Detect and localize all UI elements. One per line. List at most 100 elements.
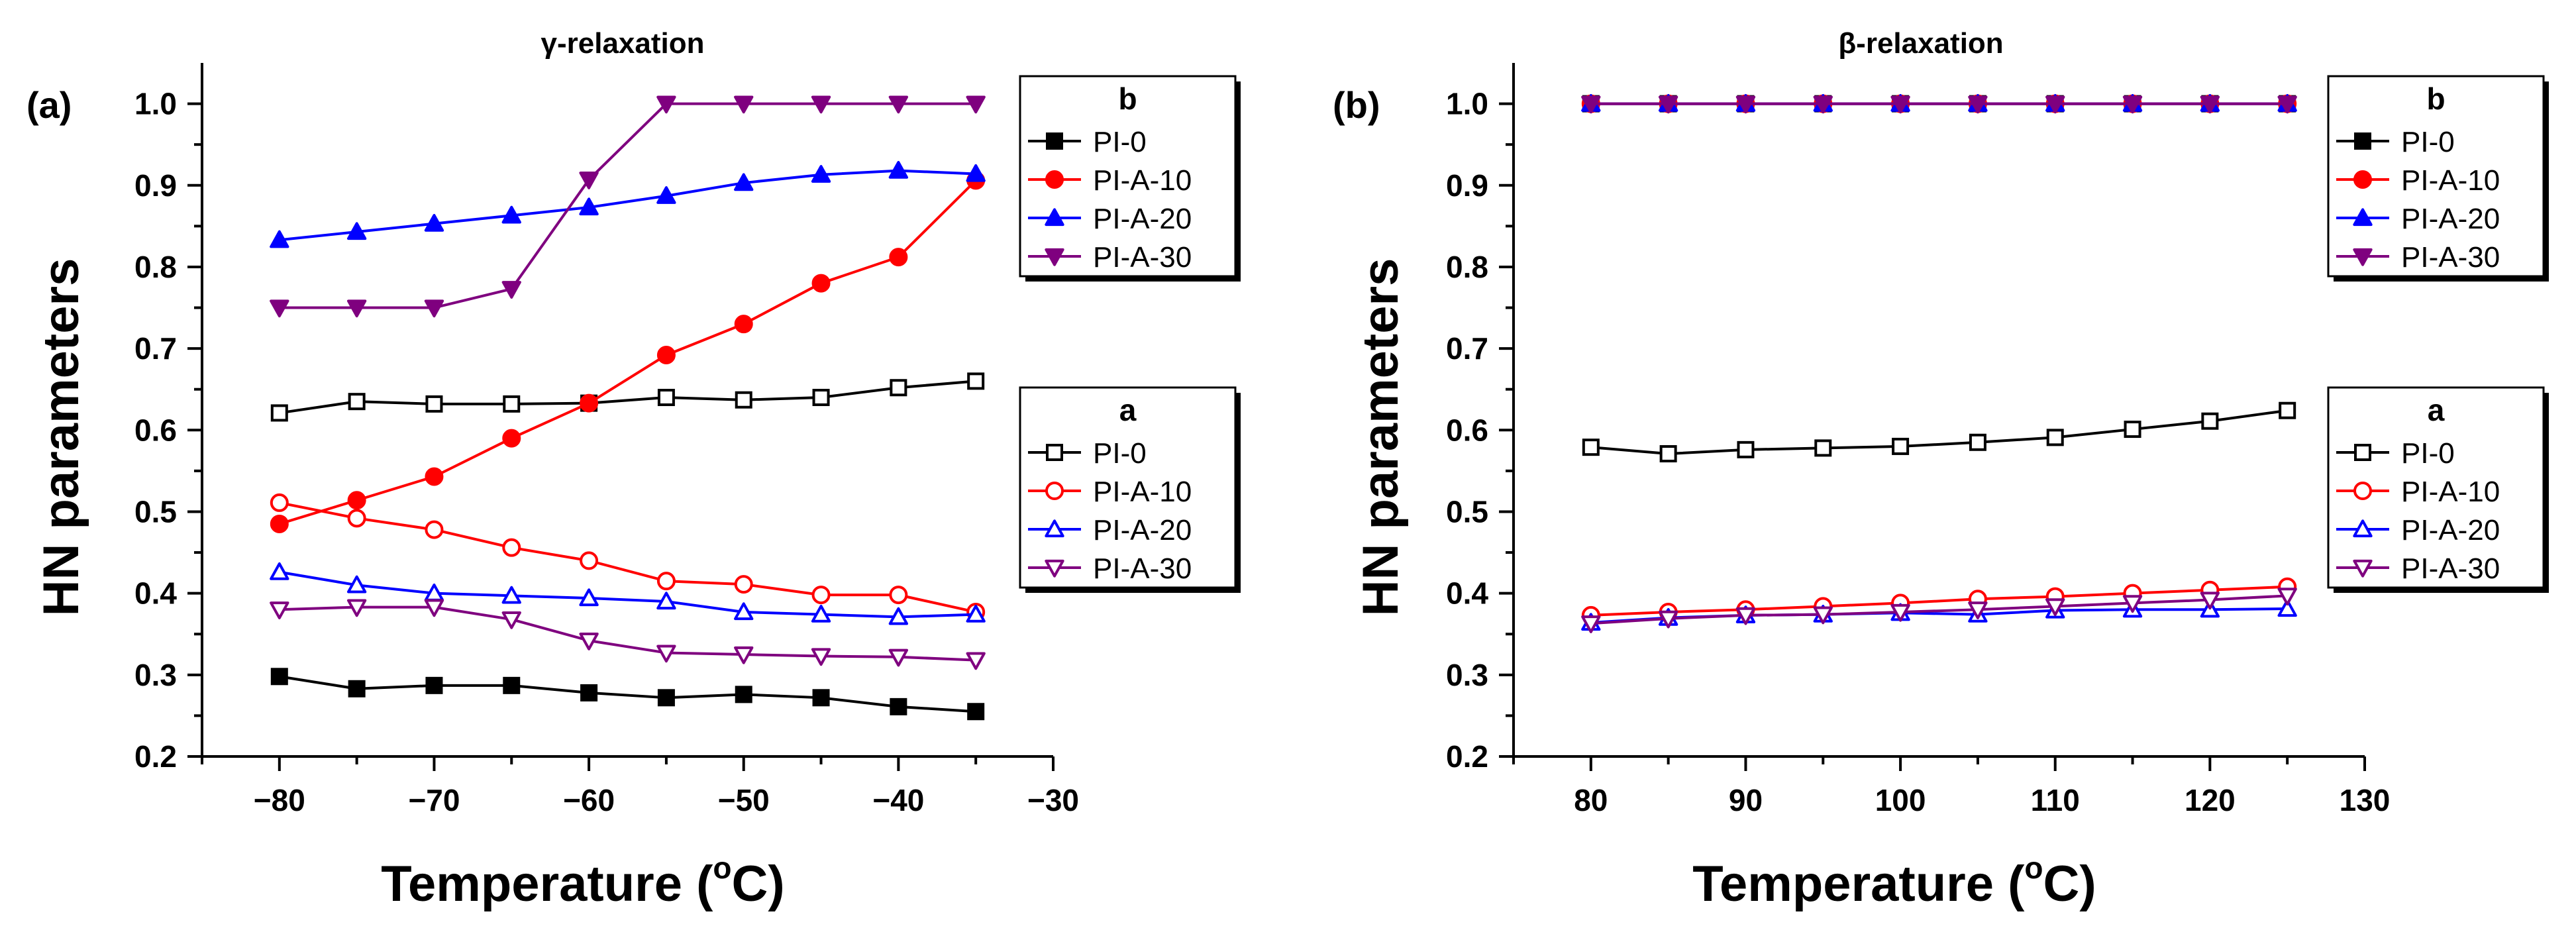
data-point	[424, 599, 444, 617]
x-tick-label: 100	[1875, 783, 1926, 817]
legend-swatch-marker	[2353, 519, 2373, 538]
data-point	[2277, 599, 2297, 617]
legend-entry: PI-A-30	[1093, 552, 1192, 585]
data-point	[425, 676, 443, 694]
legend-entry: PI-A-10	[1093, 164, 1192, 197]
x-axis-label: Temperature (oC)	[1692, 851, 2096, 912]
data-point	[890, 379, 907, 397]
data-point	[888, 607, 909, 625]
chart-title: γ-relaxation	[541, 27, 705, 60]
series-line	[1590, 594, 2288, 625]
legend-swatch-marker	[2353, 208, 2373, 227]
legend-swatch-marker	[1045, 208, 1064, 227]
series-b-pi-a-10	[270, 171, 986, 533]
data-point	[502, 429, 521, 448]
data-point	[502, 538, 521, 557]
legend-entry: PI-A-20	[2401, 514, 2500, 546]
y-tick-label: 0.6	[1446, 413, 1488, 447]
plot-area: −80 −70 −60 −50 −40 −30 0.2 0.3 0.4 0.5 0.6 0.7 0.8 0…	[134, 63, 1241, 817]
data-point	[811, 605, 831, 623]
y-tick-label: 0.2	[1446, 739, 1488, 774]
data-point	[1735, 607, 1756, 625]
data-point	[656, 186, 676, 204]
panel-b: (b) β-relaxation HN parameters Temperatu…	[1333, 27, 2549, 912]
x-tick-label: −40	[872, 783, 924, 817]
data-point	[580, 551, 599, 570]
series-a-pi-0	[1582, 401, 2296, 463]
x-tick-label: −60	[563, 783, 615, 817]
data-point	[2122, 95, 2143, 114]
data-point	[270, 514, 289, 533]
panel-a: (a) γ-relaxation HN parameters Temperatu…	[26, 27, 1241, 912]
series-a-pi-a-30	[270, 599, 986, 670]
data-point	[967, 703, 985, 721]
data-point	[1658, 610, 1678, 629]
legend-entry: PI-0	[1093, 126, 1147, 158]
y-tick-label: 0.8	[1446, 250, 1488, 284]
data-point	[2277, 95, 2297, 114]
legend-entry: PI-A-20	[1093, 514, 1192, 546]
data-point	[270, 230, 289, 248]
legend-title: a	[1119, 393, 1137, 427]
legend-swatch-marker	[1045, 248, 1064, 266]
data-point	[2122, 595, 2143, 613]
series-line	[279, 380, 976, 415]
data-point	[270, 404, 288, 422]
series-line	[279, 501, 976, 613]
data-point	[889, 248, 908, 267]
legend-swatch-marker	[2354, 444, 2371, 461]
data-point	[424, 299, 444, 318]
y-tick-label: 0.9	[1446, 168, 1488, 203]
y-tick-label: 0.7	[134, 331, 177, 366]
series-a-pi-a-20	[270, 562, 986, 625]
legend-swatch-marker	[2353, 170, 2372, 189]
data-point	[2124, 421, 2141, 439]
x-tick-label: −70	[408, 783, 460, 817]
data-point	[657, 689, 675, 707]
legend-swatch-marker	[2353, 482, 2372, 500]
data-point	[270, 601, 289, 619]
data-point	[811, 95, 831, 114]
data-point	[346, 599, 367, 617]
x-axis-label-degree: o	[713, 851, 731, 885]
data-point	[501, 281, 521, 299]
data-point	[656, 592, 676, 610]
panel-label: (b)	[1333, 84, 1380, 126]
legend-entry: PI-A-20	[2401, 203, 2500, 235]
data-point	[889, 586, 908, 605]
y-tick-label: 0.4	[134, 576, 177, 611]
legend-b: b PI-0 PI-A-10 PI-A-20 PI-A-30	[1019, 75, 1241, 282]
data-point	[656, 345, 676, 364]
data-point	[580, 393, 599, 413]
series-a-pi-0	[270, 372, 985, 422]
data-point	[1735, 95, 1756, 114]
data-point	[424, 214, 444, 232]
y-tick-label: 0.2	[134, 739, 177, 774]
legend-swatch-marker	[1045, 170, 1064, 189]
x-tick-label: 120	[2185, 783, 2236, 817]
data-point	[1581, 95, 1601, 114]
x-tick-label: 110	[2031, 783, 2080, 817]
data-point	[811, 586, 831, 605]
panel-label: (a)	[26, 84, 72, 126]
data-point	[888, 95, 909, 114]
data-point	[1581, 615, 1601, 633]
data-point	[734, 95, 754, 114]
legend-entry: PI-A-30	[1093, 241, 1192, 274]
y-tick-label: 0.8	[134, 250, 177, 284]
series-line	[1590, 585, 2288, 617]
data-point	[656, 645, 676, 663]
data-point	[734, 646, 754, 664]
y-tick-label: 0.6	[134, 413, 177, 447]
data-point	[2200, 95, 2220, 114]
data-point	[270, 668, 288, 686]
data-point	[1890, 95, 1910, 114]
data-point	[811, 648, 831, 666]
y-tick-label: 0.5	[134, 494, 177, 529]
data-point	[2200, 592, 2220, 610]
data-point	[503, 395, 521, 413]
legend-entry: PI-A-30	[2401, 552, 2500, 585]
data-point	[967, 372, 985, 390]
data-point	[2045, 95, 2065, 114]
y-tick-label: 0.5	[1446, 494, 1488, 529]
